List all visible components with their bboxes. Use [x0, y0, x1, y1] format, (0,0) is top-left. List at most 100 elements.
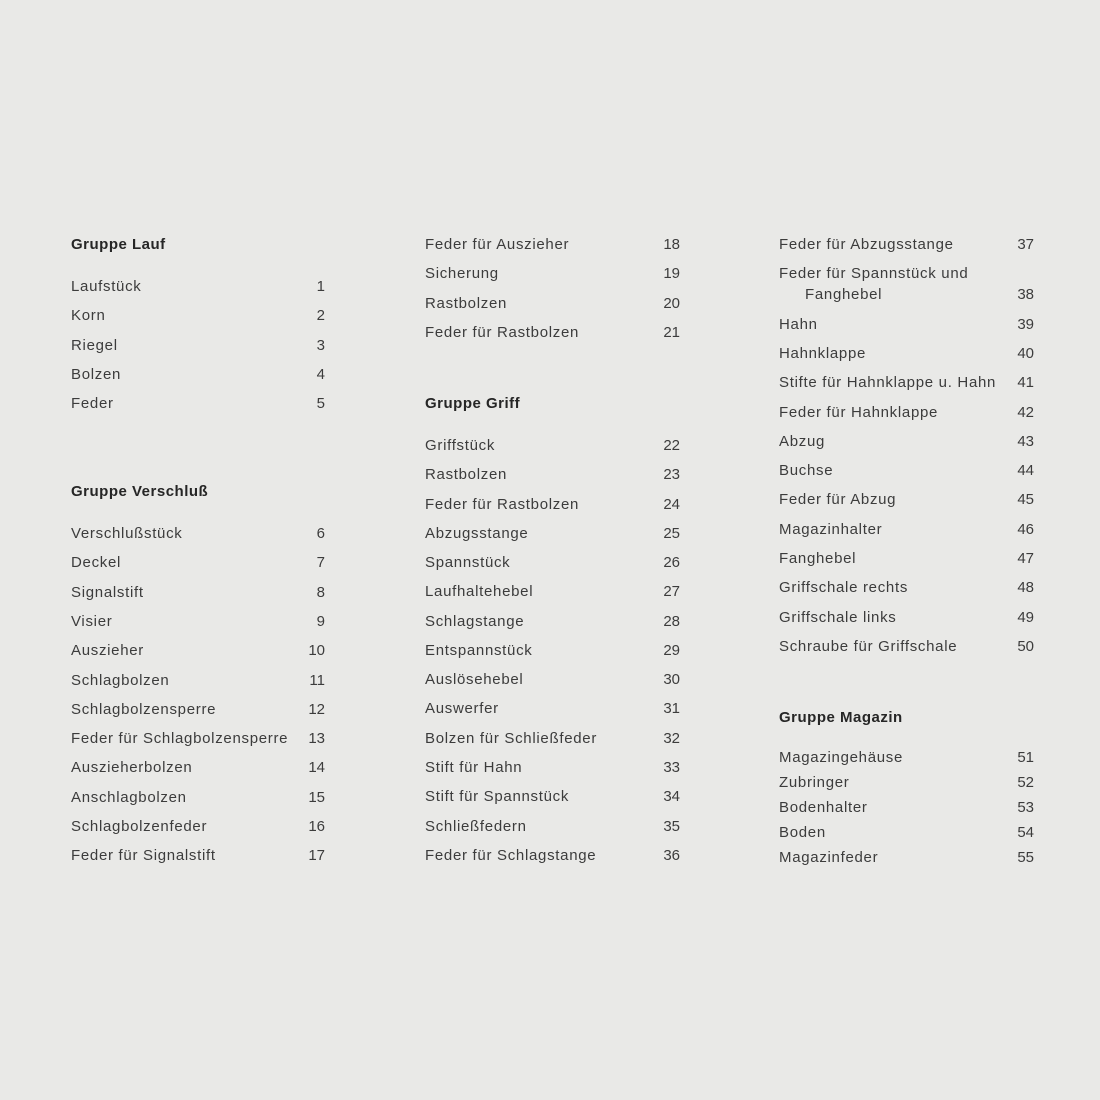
part-row: Stifte für Hahnklappe u. Hahn 41: [779, 368, 1034, 397]
part-row: Griffschale rechts 48: [779, 573, 1034, 602]
part-row: Feder für Rastbolzen 21: [425, 318, 680, 347]
part-row: Feder für Rastbolzen 24: [425, 489, 680, 518]
part-number: 25: [663, 524, 680, 542]
part-name: Schlagstange: [425, 612, 525, 630]
part-name: Auszieherbolzen: [71, 759, 193, 777]
part-row: Visier 9: [71, 607, 325, 636]
part-number: 45: [1017, 491, 1034, 509]
part-row: Schlagstange 28: [425, 606, 680, 635]
part-name: Auszieher: [71, 642, 145, 660]
part-number: 27: [663, 583, 680, 601]
group-heading: Gruppe Magazin: [779, 708, 903, 726]
group-heading: Gruppe Verschluß: [71, 483, 209, 501]
part-name: Magazinfeder: [779, 848, 879, 866]
part-name: Feder für Abzug: [779, 491, 897, 509]
part-name: Visier: [71, 613, 113, 631]
part-number: 2: [316, 307, 325, 325]
part-row: Laufhaltehebel 27: [425, 577, 680, 606]
part-number: 44: [1017, 462, 1034, 480]
part-row: Rastbolzen 20: [425, 289, 680, 318]
part-row: Laufstück 1: [71, 272, 325, 301]
part-number: 50: [1017, 637, 1034, 655]
part-row: Bolzen 4: [71, 360, 325, 389]
part-name: Korn: [71, 307, 106, 325]
parts-column-3: Feder für Abzugsstange 37 Feder für Spanns…: [779, 230, 1034, 870]
part-row: Bodenhalter 53: [779, 795, 1034, 820]
part-number: 54: [1017, 823, 1034, 841]
part-row: Abzugsstange 25: [425, 519, 680, 548]
part-number: 38: [1017, 286, 1034, 304]
part-name: Feder für Spannstück und Fanghebel: [779, 265, 969, 304]
part-name: Sicherung: [425, 265, 499, 283]
part-row: Feder für Auszieher 18: [425, 230, 680, 259]
part-row: Feder für Schlagstange 36: [425, 841, 680, 870]
part-row: Schlagbolzen 11: [71, 665, 325, 694]
part-row: Schließfedern 35: [425, 811, 680, 840]
part-number: 24: [663, 495, 680, 513]
part-name: Buchse: [779, 462, 834, 480]
part-row: Feder für Schlagbolzensperre 13: [71, 724, 325, 753]
part-row: Schlagbolzensperre 12: [71, 695, 325, 724]
part-number: 11: [309, 671, 325, 689]
part-row: Magazinfeder 55: [779, 845, 1034, 870]
part-name: Feder für Abzugsstange: [779, 236, 954, 254]
part-row: Entspannstück 29: [425, 636, 680, 665]
part-name: Magazinhalter: [779, 520, 883, 538]
part-row: Auszieher 10: [71, 636, 325, 665]
part-name: Zubringer: [779, 773, 850, 791]
part-number: 19: [663, 265, 680, 283]
part-name: Auslösehebel: [425, 671, 524, 689]
part-number: 40: [1017, 344, 1034, 362]
part-name: Bolzen für Schließfeder: [425, 729, 598, 747]
part-number: 29: [663, 641, 680, 659]
part-name: Boden: [779, 823, 826, 841]
part-number: 5: [316, 395, 325, 413]
part-name: Fanghebel: [779, 549, 857, 567]
part-name: Laufhaltehebel: [425, 583, 534, 601]
part-number: 55: [1017, 848, 1034, 866]
part-number: 18: [663, 236, 680, 254]
part-row: Feder 5: [71, 389, 325, 418]
part-row: Abzug 43: [779, 427, 1034, 456]
part-number: 51: [1017, 748, 1034, 766]
group-heading: Gruppe Griff: [425, 394, 521, 412]
part-name: Griffschale links: [779, 608, 897, 626]
part-number: 46: [1017, 520, 1034, 538]
part-number: 28: [663, 612, 680, 630]
part-number: 4: [316, 365, 325, 383]
part-row: Auszieherbolzen 14: [71, 753, 325, 782]
parts-group: Gruppe Magazin Magazingehäuse 51 Zubringer 5…: [779, 703, 1034, 870]
part-name: Feder: [71, 395, 114, 413]
part-name: Schlagbolzensperre: [71, 700, 217, 718]
part-number: 33: [663, 759, 680, 777]
part-number: 15: [308, 788, 325, 806]
part-row: Verschlußstück 6: [71, 519, 325, 548]
part-number: 39: [1017, 315, 1034, 333]
part-row: Zubringer 52: [779, 770, 1034, 795]
part-name: Bodenhalter: [779, 798, 868, 816]
part-name: Feder für Hahnklappe: [779, 403, 939, 421]
part-number: 20: [663, 294, 680, 312]
parts-group: Feder für Auszieher 18 Sicherung 19 Rastbolz…: [425, 230, 680, 347]
part-number: 41: [1017, 374, 1034, 392]
part-number: 53: [1017, 798, 1034, 816]
part-name: Schlagbolzen: [71, 671, 170, 689]
part-number: 17: [308, 847, 325, 865]
part-number: 23: [663, 466, 680, 484]
part-row: Feder für Signalstift 17: [71, 841, 325, 870]
part-number: 30: [663, 671, 680, 689]
part-row: Fanghebel 47: [779, 544, 1034, 573]
part-row: Rastbolzen 23: [425, 460, 680, 489]
part-row: Sicherung 19: [425, 259, 680, 288]
part-row: Boden 54: [779, 820, 1034, 845]
part-row: Griffschale links 49: [779, 602, 1034, 631]
part-number: 35: [663, 817, 680, 835]
part-name: Anschlagbolzen: [71, 788, 187, 806]
part-name: Rastbolzen: [425, 466, 508, 484]
parts-group: Gruppe Verschluß Verschlußstück 6 Deckel 7 Si…: [71, 477, 325, 870]
parts-group: Feder für Abzugsstange 37 Feder für Spanns…: [779, 230, 1034, 661]
part-name: Entspannstück: [425, 641, 533, 659]
part-name: Rastbolzen: [425, 294, 508, 312]
part-number: 13: [308, 730, 325, 748]
part-name: Deckel: [71, 554, 122, 572]
